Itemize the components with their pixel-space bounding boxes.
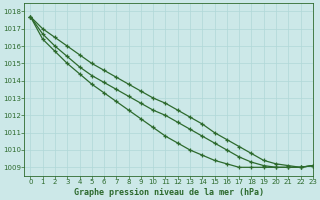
X-axis label: Graphe pression niveau de la mer (hPa): Graphe pression niveau de la mer (hPa) [74,188,263,197]
